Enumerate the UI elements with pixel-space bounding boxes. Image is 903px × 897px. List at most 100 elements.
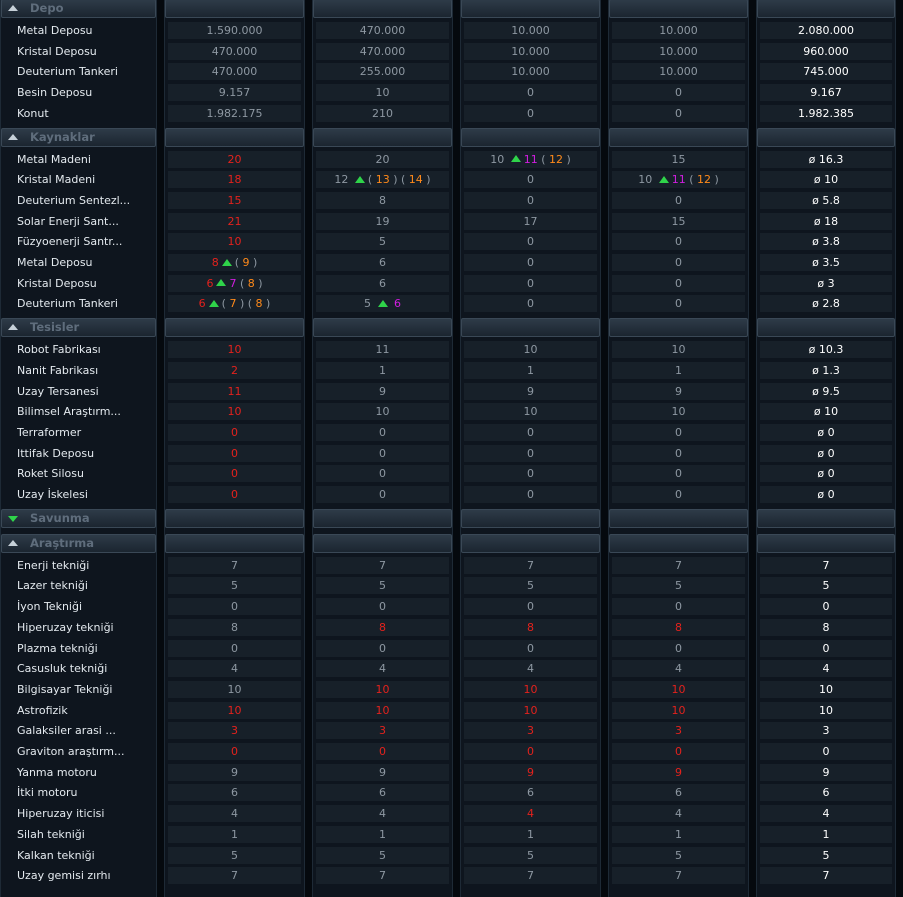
planet-value-cell: 1 [464, 825, 597, 843]
value-segment: 11 [671, 173, 686, 187]
planet-value-cell: 18 [168, 171, 301, 189]
value-segment: 0 [379, 641, 386, 655]
value-segment: ( [367, 173, 376, 187]
planet-value-cell: 4 [464, 805, 597, 823]
total-value-cell: ø 0 [760, 444, 892, 462]
row-label-bilimsel-arastirm: Bilimsel Araştırm... [17, 405, 121, 419]
planet-value-cell: 0 [464, 191, 597, 209]
planet-value-cell: 10.000 [464, 22, 597, 39]
total-value-cell: 10 [760, 701, 892, 719]
total-value-cell: 6 [760, 784, 892, 802]
planet-value-cell: 0 [168, 743, 301, 760]
value-segment: 5 [364, 297, 375, 311]
value-segment: 14 [408, 173, 423, 187]
planet-value-cell: 0 [612, 233, 745, 251]
planet-value-cell: 0 [612, 254, 745, 271]
planet-value-cell: 15 [612, 212, 745, 230]
value-segment: ø 2.8 [812, 297, 840, 311]
section-header[interactable]: Kaynaklar [1, 127, 156, 147]
value-segment: 0 [675, 235, 682, 249]
value-segment: 745.000 [803, 65, 849, 79]
value-segment: 15 [671, 214, 686, 228]
planet-value-cell: 19 [316, 212, 449, 230]
value-segment: 0 [527, 488, 534, 501]
row-label-roket-silosu: Roket Silosu [17, 467, 84, 481]
value-segment: 0 [527, 446, 534, 460]
value-segment: 470.000 [211, 44, 258, 58]
value-segment: 1 [379, 363, 386, 377]
value-segment: 5 [675, 579, 682, 593]
value-segment: ø 3.8 [812, 235, 840, 249]
planet-value-cell: 0 [612, 84, 745, 102]
value-segment: 7 [229, 276, 237, 290]
planet-value-cell: 0 [464, 486, 597, 503]
planet-value-cell: 0 [612, 743, 745, 760]
section-header-cell [165, 318, 304, 338]
value-segment: 0 [675, 446, 682, 460]
value-segment: ø 0 [817, 488, 835, 501]
planet-value-cell: 1 [316, 361, 449, 379]
value-segment: 8 [379, 193, 386, 207]
collapse-triangle-icon[interactable] [8, 5, 18, 11]
planet-value-cell: 0 [316, 743, 449, 760]
value-segment: 7 [822, 558, 830, 572]
planet-value-cell: 1.590.000 [168, 22, 301, 39]
section-header[interactable]: Araştırma [1, 533, 156, 553]
planet-value-cell: 0 [464, 233, 597, 251]
value-segment: ) [563, 152, 571, 166]
section-header[interactable]: Depo [1, 0, 156, 18]
row-label-hiperuzay-teknigi: Hiperuzay tekniği [17, 620, 114, 634]
planet-value-cell: 10 11 ( 12 ) [612, 171, 745, 189]
planet-value-cell: 1 [612, 361, 745, 379]
value-segment: 8 [527, 620, 534, 634]
collapse-triangle-icon[interactable] [8, 539, 18, 546]
total-value-cell: 3 [760, 722, 892, 740]
planet-value-cell: 15 [168, 191, 301, 209]
value-segment: 19 [375, 214, 390, 228]
value-segment: 0 [527, 467, 534, 481]
value-segment: 1 [527, 363, 534, 377]
collapse-triangle-icon[interactable] [8, 324, 18, 331]
value-segment: 1.982.385 [798, 106, 854, 120]
total-value-cell: 9 [760, 763, 892, 781]
section-header[interactable]: Tesisler [1, 318, 156, 338]
value-segment: 5 [379, 235, 386, 249]
collapse-triangle-icon[interactable] [8, 133, 18, 140]
value-segment: 3 [231, 724, 238, 738]
value-segment: 18 [227, 173, 242, 187]
planet-value-cell: 3 [612, 722, 745, 740]
section-header[interactable]: Savunma [1, 508, 156, 528]
value-segment: 13 [375, 173, 390, 187]
planet-value-cell: 5 [464, 846, 597, 864]
planet-value-cell: 10.000 [464, 42, 597, 60]
value-segment: ( [236, 276, 248, 290]
value-segment: 9 [242, 256, 250, 269]
planet-value-cell: 6 7 ( 8 ) [168, 274, 301, 292]
value-segment: 0 [231, 641, 238, 655]
planet-value-cell: 255.000 [316, 63, 449, 81]
value-segment: 960.000 [803, 44, 849, 58]
expand-triangle-icon[interactable] [8, 515, 18, 522]
value-segment: ( [537, 152, 549, 166]
planet-value-cell: 21 [168, 212, 301, 230]
value-segment: 20 [227, 152, 242, 166]
total-value-cell: ø 16.3 [760, 150, 892, 168]
total-value-cell: 9.167 [760, 84, 892, 102]
planet-value-cell: 5 [316, 233, 449, 251]
planet-value-cell: 7 [612, 556, 745, 574]
value-segment: 3 [675, 724, 682, 738]
value-segment: 470.000 [359, 24, 406, 37]
planet-value-cell: 0 [464, 465, 597, 483]
planet-value-cell: 10 [316, 701, 449, 719]
value-segment: 10 [671, 682, 686, 696]
section-header-cell [165, 533, 304, 553]
value-segment: 6 [527, 786, 534, 800]
value-segment: 10.000 [511, 44, 550, 58]
row-label-metal-deposu: Metal Deposu [17, 256, 93, 269]
value-segment: 10 [523, 343, 538, 357]
value-segment: 10 [227, 405, 242, 419]
planet-value-cell: 0 [316, 639, 449, 657]
value-segment: 1 [675, 363, 682, 377]
planet-value-cell: 10 [316, 680, 449, 698]
